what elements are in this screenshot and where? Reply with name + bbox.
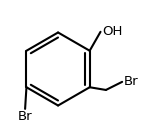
Text: Br: Br — [124, 75, 138, 88]
Text: OH: OH — [102, 25, 122, 38]
Text: Br: Br — [18, 110, 32, 123]
